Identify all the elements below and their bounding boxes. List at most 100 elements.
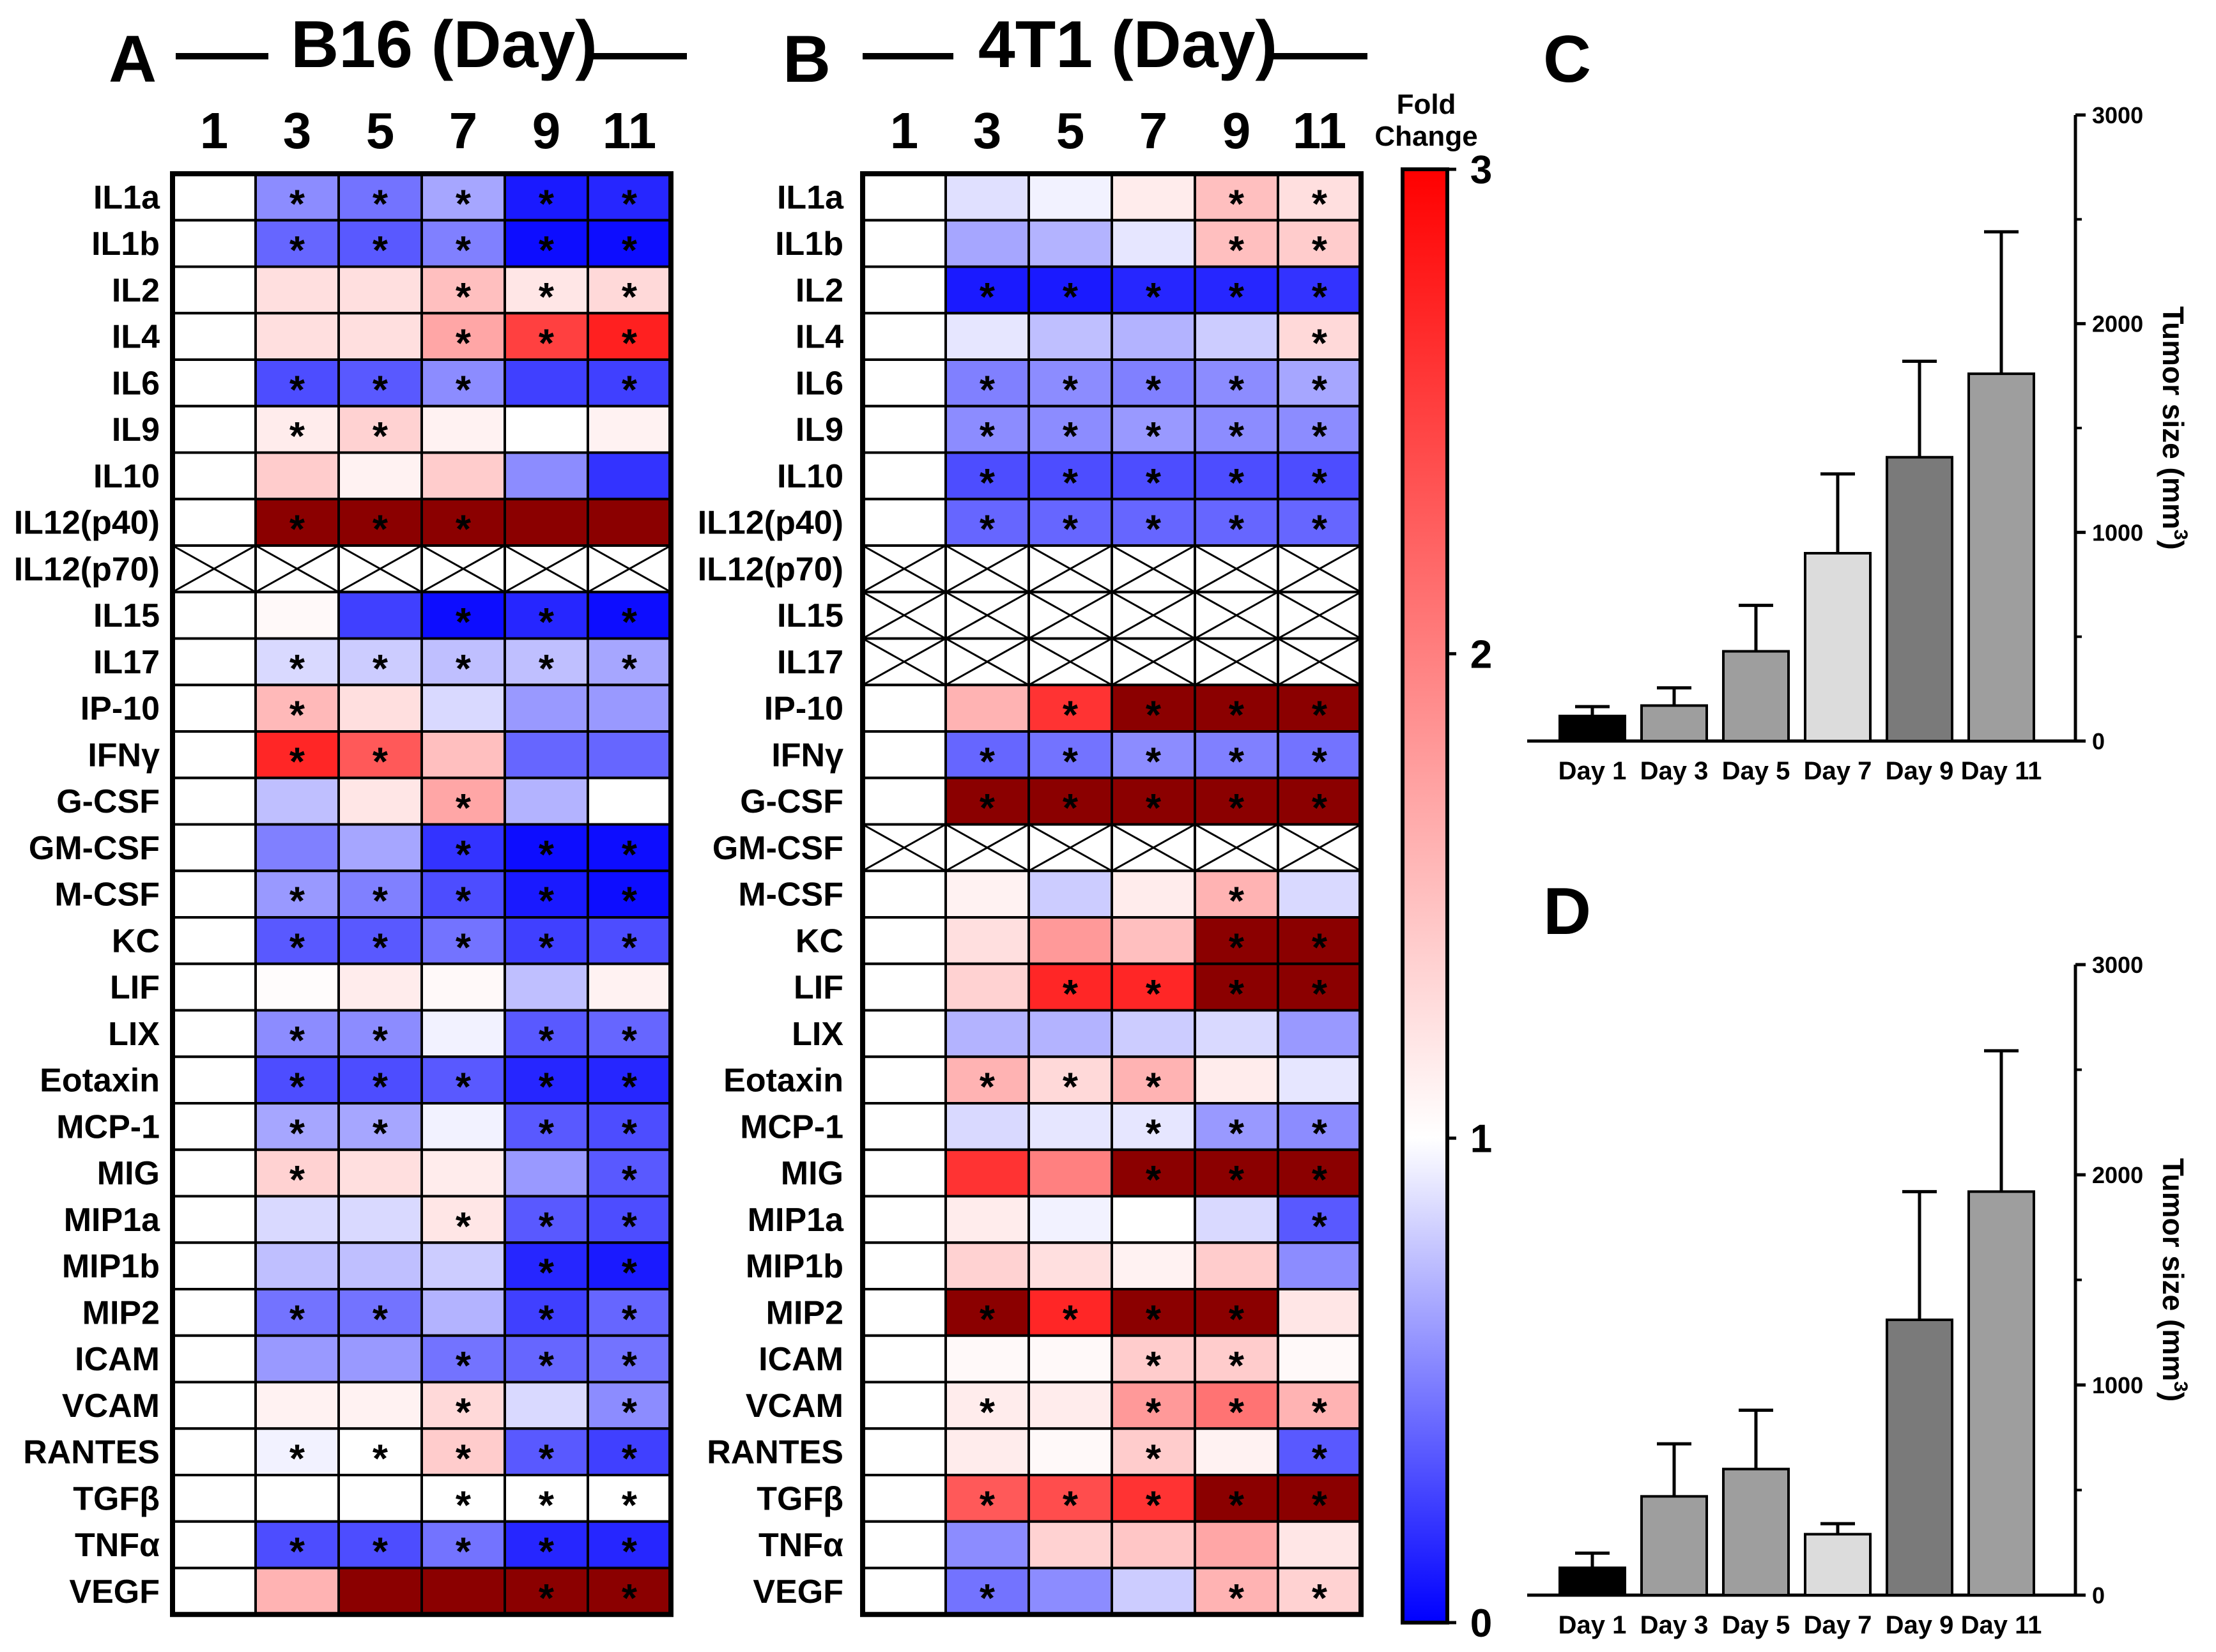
heatmap-cell <box>1194 1055 1279 1105</box>
na-cross-line <box>1111 591 1196 639</box>
heatmap-cell <box>337 776 423 826</box>
heatmap-cell <box>420 637 506 687</box>
heatmap-cell <box>1194 1566 1279 1616</box>
heatmap-cell <box>254 1334 340 1384</box>
na-cross-line <box>1028 591 1112 639</box>
heatmap-cell <box>171 1380 257 1430</box>
heatmap-cell <box>420 869 506 919</box>
cytokine-row-label: TGFβ <box>757 1480 843 1517</box>
heatmap-cell <box>171 590 257 640</box>
heatmap-cell <box>1027 1195 1113 1244</box>
cytokine-row-label: MIP2 <box>766 1294 843 1331</box>
heatmap-cell <box>1111 265 1196 315</box>
cytokine-row-label: MIP1a <box>748 1202 844 1239</box>
heatmap-cell <box>337 358 423 408</box>
heatmap-cell <box>1194 1241 1279 1290</box>
cytokine-row-label: Eotaxin <box>723 1062 843 1099</box>
day-column-label: 7 <box>1139 102 1168 159</box>
heatmap-cell <box>944 1520 1030 1570</box>
heatmap-cell <box>171 1334 257 1384</box>
cytokine-row-label: TGFβ <box>73 1480 160 1517</box>
heatmap-cell <box>504 1102 589 1151</box>
heatmap-cell <box>587 404 672 454</box>
heatmap-cell <box>1111 312 1196 361</box>
x-category-label: Day 9 <box>1886 1611 1954 1639</box>
heatmap-cell <box>587 776 672 826</box>
heatmap-cell <box>337 823 423 873</box>
heatmap-cell <box>420 730 506 779</box>
cytokine-row-label: LIX <box>108 1016 160 1053</box>
cytokine-row-label: TNFα <box>75 1527 160 1564</box>
heatmap-cell <box>861 916 947 965</box>
heatmap-cell <box>254 590 340 640</box>
heatmap-cell <box>1194 962 1279 1012</box>
bar <box>1558 714 1626 743</box>
heatmap-cell <box>337 1566 423 1616</box>
y-axis-label-superscript: 3 <box>2170 530 2191 540</box>
heatmap-cell <box>944 776 1030 826</box>
heatmap-cell <box>1277 498 1362 547</box>
na-cross-line <box>862 823 946 872</box>
cytokine-row-label: IL1b <box>91 226 160 263</box>
heatmap-cell <box>171 218 257 268</box>
heatmap-cell <box>861 1288 947 1337</box>
na-cross-line <box>945 823 1029 872</box>
x-category-label: Day 9 <box>1886 757 1954 785</box>
cytokine-row-label: IP-10 <box>764 691 843 728</box>
heatmap-cell <box>1194 1474 1279 1523</box>
x-category-label: Day 1 <box>1558 1611 1627 1639</box>
heatmap-cell <box>587 218 672 268</box>
na-cross-line <box>421 544 505 593</box>
na-cross-line <box>1028 823 1112 872</box>
heatmap-cell <box>1111 1334 1196 1384</box>
heatmap-cell <box>171 776 257 826</box>
cytokine-row-label: IL15 <box>93 597 160 634</box>
heatmap-cell <box>944 451 1030 501</box>
heatmap-cell <box>1111 218 1196 268</box>
heatmap-cell <box>861 869 947 919</box>
heatmap-cell <box>337 1334 423 1384</box>
heatmap-cell <box>1194 498 1279 547</box>
x-category-label: Day 7 <box>1804 757 1872 785</box>
colorbar-tick-label: 1 <box>1470 1117 1492 1161</box>
y-axis-label-text: Tumor size (mm <box>2157 306 2190 529</box>
heatmap-cell <box>1194 916 1279 965</box>
heatmap-cell <box>1027 1566 1113 1616</box>
day-column-label: 9 <box>532 102 561 159</box>
heatmap-cell <box>944 1427 1030 1476</box>
heatmap-cell <box>587 498 672 547</box>
cytokine-row-label: GM-CSF <box>29 830 160 867</box>
heatmap-cell <box>1027 312 1113 361</box>
cytokine-row-label: MCP-1 <box>740 1108 843 1145</box>
na-cross-line <box>1028 638 1112 686</box>
cytokine-row-label: M-CSF <box>54 876 160 914</box>
heatmap-cell <box>420 1520 506 1570</box>
na-cross-line <box>1277 638 1362 686</box>
heatmap-cell <box>861 312 947 361</box>
heatmap-cell <box>587 312 672 361</box>
heatmap-cell <box>504 1009 589 1059</box>
heatmap-cell <box>420 1241 506 1290</box>
heatmap-cell <box>861 1102 947 1151</box>
heatmap-cell <box>504 684 589 733</box>
heatmap-cell <box>171 1102 257 1151</box>
y-tick-label: 2000 <box>2092 311 2143 337</box>
heatmap-cell <box>171 869 257 919</box>
bar <box>1967 1190 2035 1596</box>
heatmap-cell <box>1027 869 1113 919</box>
x-category-label: Day 7 <box>1804 1611 1872 1639</box>
heatmap-cell <box>337 730 423 779</box>
heatmap-cell <box>171 404 257 454</box>
panel-letter: D <box>1543 875 1591 949</box>
cytokine-row-label: M-CSF <box>738 876 843 914</box>
heatmap-cell <box>420 451 506 501</box>
heatmap-cell <box>1277 1241 1362 1290</box>
cytokine-row-label: MIP1b <box>746 1248 843 1285</box>
colorbar-title: Fold <box>1397 89 1456 120</box>
na-cross-line <box>1111 544 1196 593</box>
heatmap-cell <box>254 1380 340 1430</box>
heatmap-cell <box>337 962 423 1012</box>
heatmap-cell <box>337 1195 423 1244</box>
heatmap-cell <box>1111 916 1196 965</box>
